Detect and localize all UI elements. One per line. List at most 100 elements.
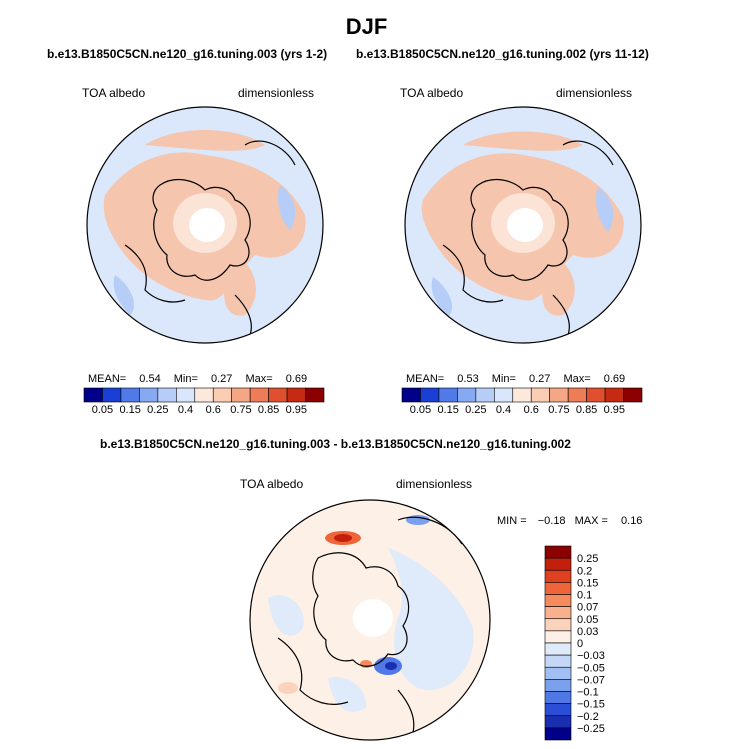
colorbar-difference-tick-label: 0.07 bbox=[577, 602, 598, 614]
colorbar-panel-1-swatch bbox=[102, 387, 122, 403]
colorbar-difference-tick-label: 0.2 bbox=[577, 565, 592, 577]
colorbar-panel-1-swatch bbox=[249, 387, 269, 403]
colorbar-difference-swatch bbox=[544, 691, 572, 704]
colorbar-difference-tick-label: 0.15 bbox=[577, 577, 598, 589]
colorbar-difference-swatch bbox=[544, 569, 572, 583]
colorbar-difference-tick-label: 0.03 bbox=[577, 626, 598, 638]
colorbar-difference-swatch bbox=[544, 582, 572, 595]
colorbar-panel-1-tick-label: 0.95 bbox=[286, 404, 307, 416]
colorbar-panel-1-tick-label: 0.15 bbox=[119, 404, 140, 416]
colorbar-difference-tick-label: 0.25 bbox=[577, 553, 598, 565]
colorbar-panel-2-swatch bbox=[586, 387, 606, 403]
colorbar-difference-tick-label: −0.15 bbox=[577, 699, 605, 711]
colorbar-panel-1-tick-label: 0.85 bbox=[258, 404, 279, 416]
colorbar-panel-2-swatch bbox=[512, 387, 532, 403]
colorbar-panel-2-swatch bbox=[494, 387, 514, 403]
colorbar-panel-2-tick-label: 0.05 bbox=[410, 404, 431, 416]
colorbar-panel-2-swatch bbox=[401, 387, 421, 403]
colorbar-difference-tick-label: 0.1 bbox=[577, 590, 592, 602]
difference-min-value: −0.18 bbox=[537, 515, 566, 527]
colorbar-panel-2-tick-label: 0.15 bbox=[437, 404, 458, 416]
panel-2-min-value: 0.27 bbox=[528, 373, 551, 385]
colorbar-panel-1-swatch bbox=[231, 387, 251, 403]
difference-max-value: 0.16 bbox=[621, 515, 643, 527]
colorbar-panel-1: 0.05 0.15 0.25 0.4 0.6 0.75 0.85 0.95 bbox=[83, 387, 325, 416]
colorbar-difference: 0.250.20.150.10.070.050.030−0.03−0.05−0.… bbox=[544, 545, 605, 741]
colorbar-difference-swatch bbox=[544, 679, 572, 692]
colorbar-difference-tick-label: −0.1 bbox=[577, 687, 599, 699]
difference-variable-label: TOA albedo bbox=[240, 477, 304, 491]
colorbar-difference-swatch bbox=[544, 630, 572, 644]
colorbar-difference-tick-label: −0.07 bbox=[577, 674, 605, 686]
polar-map-panel-2 bbox=[404, 106, 642, 344]
colorbar-panel-2-swatch bbox=[549, 387, 569, 403]
colorbar-panel-1-tick-label: 0.6 bbox=[206, 404, 221, 416]
panel-1-variable-label: TOA albedo bbox=[82, 86, 146, 100]
colorbar-panel-1-tick-label: 0.25 bbox=[147, 404, 168, 416]
panel-1-units-label: dimensionless bbox=[238, 86, 315, 100]
panel-1-mean-value: 0.54 bbox=[139, 373, 161, 385]
colorbar-panel-1-swatch bbox=[305, 387, 325, 403]
colorbar-difference-swatch bbox=[544, 606, 572, 620]
colorbar-panel-2-swatch bbox=[623, 387, 643, 403]
panel-2-mean-label: MEAN= bbox=[406, 373, 445, 385]
panel-1-stats: MEAN= 0.54 Min= 0.27 Max= 0.69 bbox=[88, 373, 307, 385]
colorbar-panel-2-tick-label: 0.75 bbox=[548, 404, 569, 416]
colorbar-panel-1-swatch bbox=[268, 387, 288, 403]
panel-2-stats: MEAN= 0.53 Min= 0.27 Max= 0.69 bbox=[406, 373, 625, 385]
colorbar-panel-1-swatch bbox=[139, 387, 159, 403]
colorbar-difference-swatch bbox=[544, 715, 572, 729]
difference-max-label: MAX = bbox=[574, 515, 608, 527]
panel-1-min-label: Min= bbox=[173, 373, 198, 385]
difference-stats: MIN = −0.18 MAX = 0.16 bbox=[497, 515, 642, 527]
colorbar-difference-tick-label: −0.25 bbox=[577, 723, 605, 735]
panel-2-units-label: dimensionless bbox=[556, 86, 633, 100]
panel-2-subtitle: b.e13.B1850C5CN.ne120_g16.tuning.002 (yr… bbox=[356, 47, 649, 61]
colorbar-difference-swatch bbox=[544, 727, 572, 741]
colorbar-panel-1-tick-label: 0.75 bbox=[230, 404, 251, 416]
colorbar-panel-1-swatch bbox=[83, 387, 103, 403]
colorbar-panel-1-swatch bbox=[157, 387, 177, 403]
colorbar-difference-tick-label: −0.03 bbox=[577, 650, 605, 662]
colorbar-difference-tick-label: −0.05 bbox=[577, 662, 605, 674]
colorbar-panel-1-swatch bbox=[212, 387, 232, 403]
colorbar-panel-2: 0.05 0.15 0.25 0.4 0.6 0.75 0.85 0.95 bbox=[401, 387, 643, 416]
colorbar-panel-1-swatch bbox=[120, 387, 140, 403]
colorbar-panel-2-swatch bbox=[604, 387, 624, 403]
colorbar-panel-1-swatch bbox=[286, 387, 306, 403]
polar-map-difference bbox=[249, 499, 491, 741]
panel-1-min-value: 0.27 bbox=[210, 373, 233, 385]
panel-2-max-value: 0.69 bbox=[603, 373, 626, 385]
panel-1-max-value: 0.69 bbox=[285, 373, 308, 385]
page-title: DJF bbox=[345, 14, 388, 39]
colorbar-panel-2-swatch bbox=[420, 387, 440, 403]
colorbar-panel-2-swatch bbox=[530, 387, 550, 403]
colorbar-difference-swatch bbox=[544, 557, 572, 571]
colorbar-panel-2-tick-label: 0.4 bbox=[496, 404, 511, 416]
colorbar-panel-2-swatch bbox=[567, 387, 587, 403]
colorbar-difference-swatch bbox=[544, 545, 572, 559]
panel-1-mean-label: MEAN= bbox=[88, 373, 127, 385]
panel-1-max-label: Max= bbox=[245, 373, 273, 385]
colorbar-difference-swatch bbox=[544, 666, 572, 680]
panel-2-mean-value: 0.53 bbox=[457, 373, 479, 385]
polar-map-panel-1 bbox=[86, 106, 324, 344]
difference-subtitle: b.e13.B1850C5CN.ne120_g16.tuning.003 - b… bbox=[100, 437, 571, 451]
colorbar-panel-2-swatch bbox=[457, 387, 477, 403]
colorbar-difference-swatch bbox=[544, 618, 572, 632]
colorbar-difference-swatch bbox=[544, 703, 572, 717]
colorbar-panel-2-tick-label: 0.25 bbox=[465, 404, 486, 416]
colorbar-difference-swatch bbox=[544, 594, 572, 607]
colorbar-panel-1-swatch bbox=[194, 387, 214, 403]
colorbar-panel-2-swatch bbox=[438, 387, 458, 403]
colorbar-panel-2-tick-label: 0.95 bbox=[604, 404, 625, 416]
colorbar-panel-1-swatch bbox=[176, 387, 196, 403]
panel-2-min-label: Min= bbox=[491, 373, 516, 385]
colorbar-panel-2-swatch bbox=[475, 387, 495, 403]
panel-1-subtitle: b.e13.B1850C5CN.ne120_g16.tuning.003 (yr… bbox=[47, 47, 328, 61]
difference-units-label: dimensionless bbox=[396, 477, 473, 491]
colorbar-panel-1-tick-label: 0.4 bbox=[178, 404, 193, 416]
colorbar-difference-swatch bbox=[544, 642, 572, 656]
panel-2-variable-label: TOA albedo bbox=[400, 86, 464, 100]
colorbar-difference-tick-label: 0 bbox=[577, 638, 583, 650]
